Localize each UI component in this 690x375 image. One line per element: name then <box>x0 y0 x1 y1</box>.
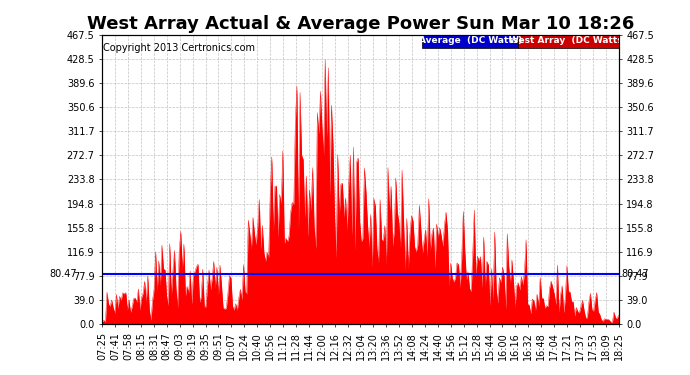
FancyBboxPatch shape <box>518 34 619 48</box>
Text: 80.47: 80.47 <box>622 269 649 279</box>
Text: 80.47: 80.47 <box>50 269 77 279</box>
Title: West Array Actual & Average Power Sun Mar 10 18:26: West Array Actual & Average Power Sun Ma… <box>87 15 634 33</box>
FancyBboxPatch shape <box>422 34 518 48</box>
Text: Average  (DC Watts): Average (DC Watts) <box>419 36 522 45</box>
Text: Copyright 2013 Certronics.com: Copyright 2013 Certronics.com <box>104 43 255 53</box>
Text: West Array  (DC Watts): West Array (DC Watts) <box>509 36 627 45</box>
